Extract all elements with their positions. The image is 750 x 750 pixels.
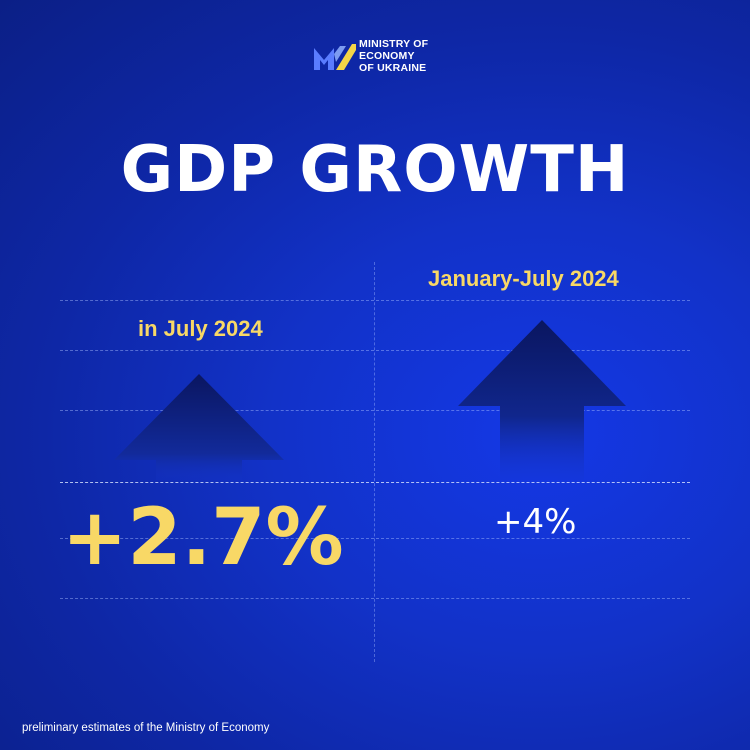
ministry-logo-icon bbox=[314, 44, 356, 70]
grid-line bbox=[60, 598, 690, 599]
right-growth-value: +4% bbox=[494, 502, 577, 542]
ministry-logo: MINISTRY OF ECONOMY OF UKRAINE bbox=[314, 38, 454, 78]
ministry-logo-text: MINISTRY OF ECONOMY OF UKRAINE bbox=[359, 38, 459, 74]
up-arrow-icon bbox=[114, 374, 284, 480]
page-title: GDP GROWTH bbox=[120, 133, 630, 207]
logo-line-1: MINISTRY OF bbox=[359, 38, 429, 50]
baseline-line bbox=[60, 482, 690, 483]
footer-note: preliminary estimates of the Ministry of… bbox=[22, 722, 270, 734]
left-growth-value: +2.7% bbox=[62, 493, 344, 583]
left-period-label: in July 2024 bbox=[138, 316, 263, 341]
grid-line bbox=[60, 538, 690, 539]
grid-line bbox=[60, 300, 690, 301]
center-divider bbox=[374, 262, 375, 662]
right-period-label: January-July 2024 bbox=[428, 266, 619, 291]
logo-line-2: ECONOMY bbox=[359, 50, 415, 62]
grid-line bbox=[60, 410, 690, 411]
logo-line-3: OF UKRAINE bbox=[359, 62, 427, 74]
up-arrow-icon bbox=[458, 320, 626, 480]
grid-line bbox=[60, 350, 690, 351]
